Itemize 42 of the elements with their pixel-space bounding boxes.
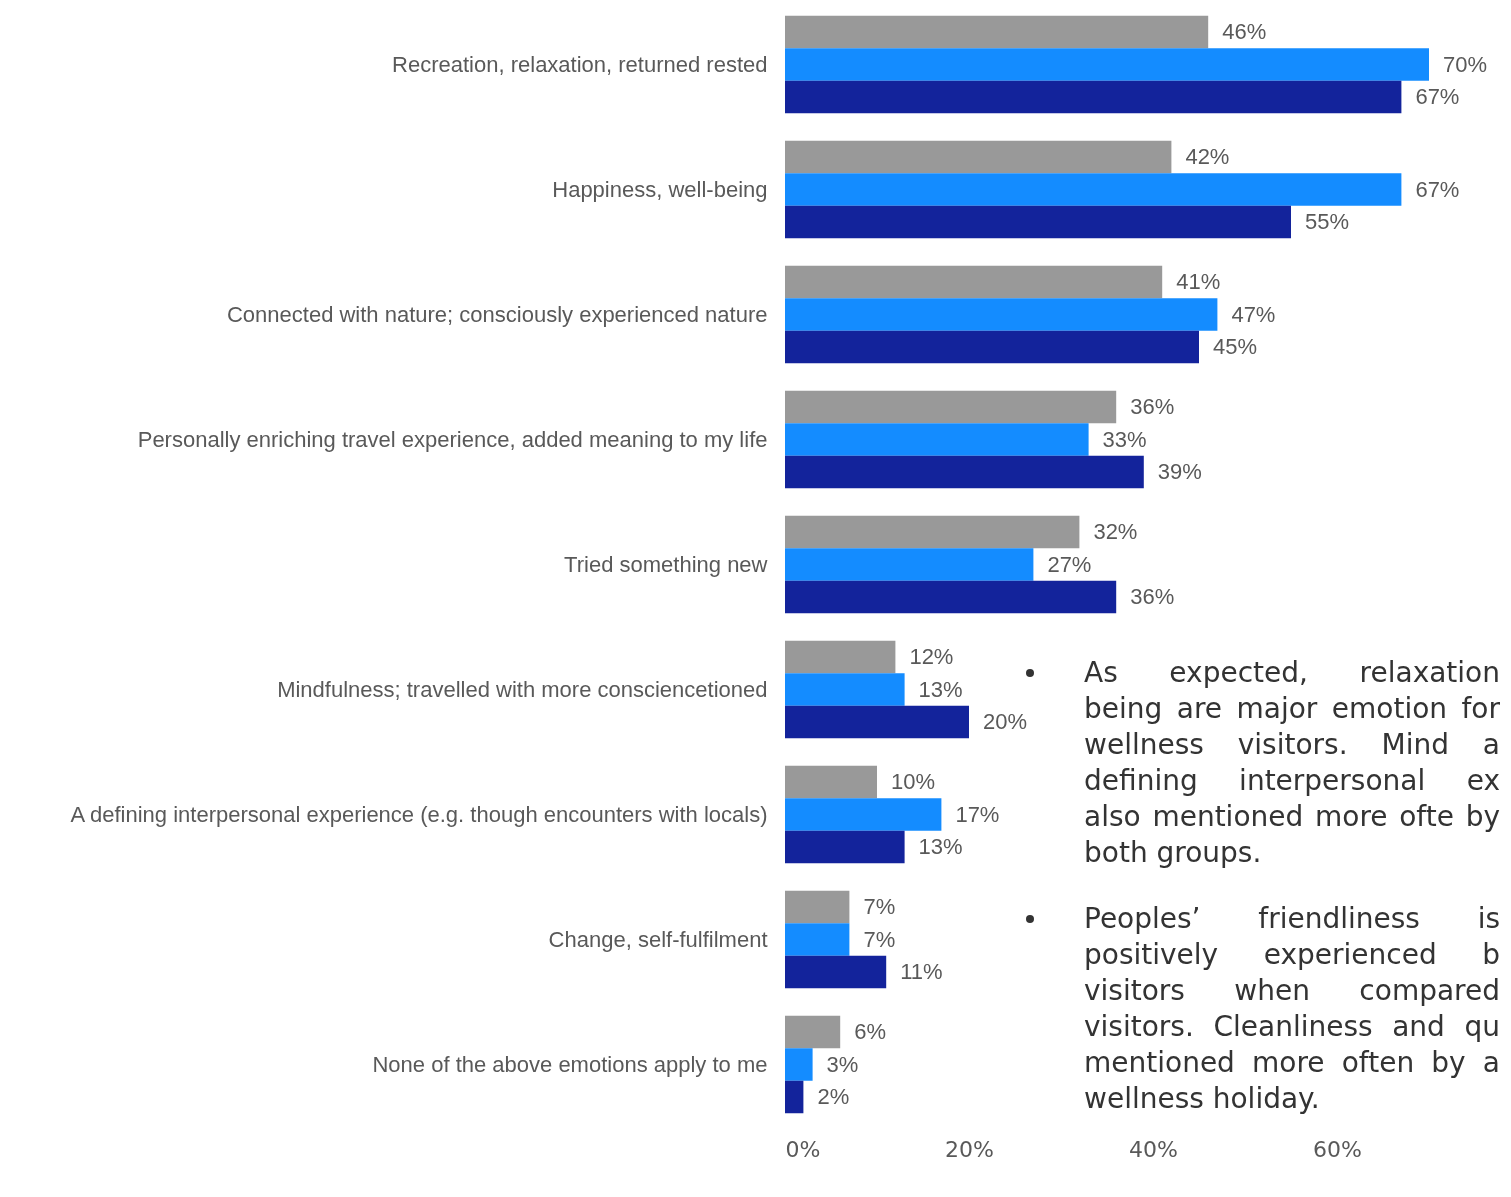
- data-label: 10%: [891, 769, 936, 794]
- data-label: 13%: [918, 834, 963, 859]
- data-label: 36%: [1130, 584, 1175, 609]
- y-tick-label: Tried something new: [564, 551, 768, 577]
- y-tick-label: Mindfulness; travelled with more consciencetioned: [277, 676, 768, 702]
- x-tick-label: 40%: [1129, 1136, 1178, 1162]
- y-tick-label: A defining interpersonal experience (e.g. though encounters with locals): [70, 801, 768, 827]
- y-tick-label: Change, self-fulfilment: [548, 926, 768, 952]
- data-label: 33%: [1102, 426, 1147, 452]
- data-label: 70%: [1443, 51, 1488, 77]
- data-label: 67%: [1415, 176, 1460, 202]
- y-tick-label: None of the above emotions apply to me: [372, 1051, 768, 1077]
- data-label: 41%: [1176, 269, 1221, 294]
- data-label: 17%: [955, 801, 1000, 827]
- x-tick-label: 60%: [1313, 1136, 1362, 1162]
- data-label: 13%: [918, 676, 963, 702]
- data-label: 12%: [909, 644, 954, 669]
- data-label: 20%: [983, 709, 1028, 734]
- data-label: 46%: [1222, 19, 1267, 44]
- annotation: Peoples’ friendliness is positively experienced b visitors when compared visitors. Cleanliness and qu mentioned more often by a wellness holiday.: [1083, 901, 1500, 1117]
- data-label: 32%: [1093, 519, 1138, 544]
- y-tick-label: Connected with nature; consciously experienced nature: [226, 301, 768, 327]
- data-label: 42%: [1185, 144, 1230, 169]
- data-label: 11%: [900, 959, 943, 984]
- annotation: As expected, relaxation being are major emotion for wellness visitors. Mind a defining interpersonal ex also mentioned more ofte by both groups.: [1084, 656, 1500, 869]
- y-tick-label: Recreation, relaxation, returned rested: [392, 51, 768, 77]
- x-tick-label: 20%: [945, 1136, 994, 1162]
- data-label: 67%: [1415, 84, 1460, 109]
- data-label: 2%: [817, 1084, 850, 1109]
- data-label: 36%: [1130, 394, 1175, 419]
- data-label: 27%: [1047, 551, 1092, 577]
- data-label: 39%: [1157, 459, 1202, 484]
- data-label: 55%: [1305, 209, 1350, 234]
- y-tick-label: Personally enriching travel experience, added meaning to my life: [137, 426, 768, 452]
- data-label: 7%: [863, 926, 896, 952]
- data-label: 47%: [1231, 301, 1276, 327]
- data-label: 7%: [863, 894, 896, 919]
- data-label: 45%: [1213, 334, 1258, 359]
- y-tick-label: Happiness, well-being: [552, 176, 768, 202]
- data-label: 6%: [854, 1019, 886, 1044]
- x-tick-label: 0%: [785, 1136, 821, 1162]
- data-label: 3%: [826, 1051, 859, 1077]
